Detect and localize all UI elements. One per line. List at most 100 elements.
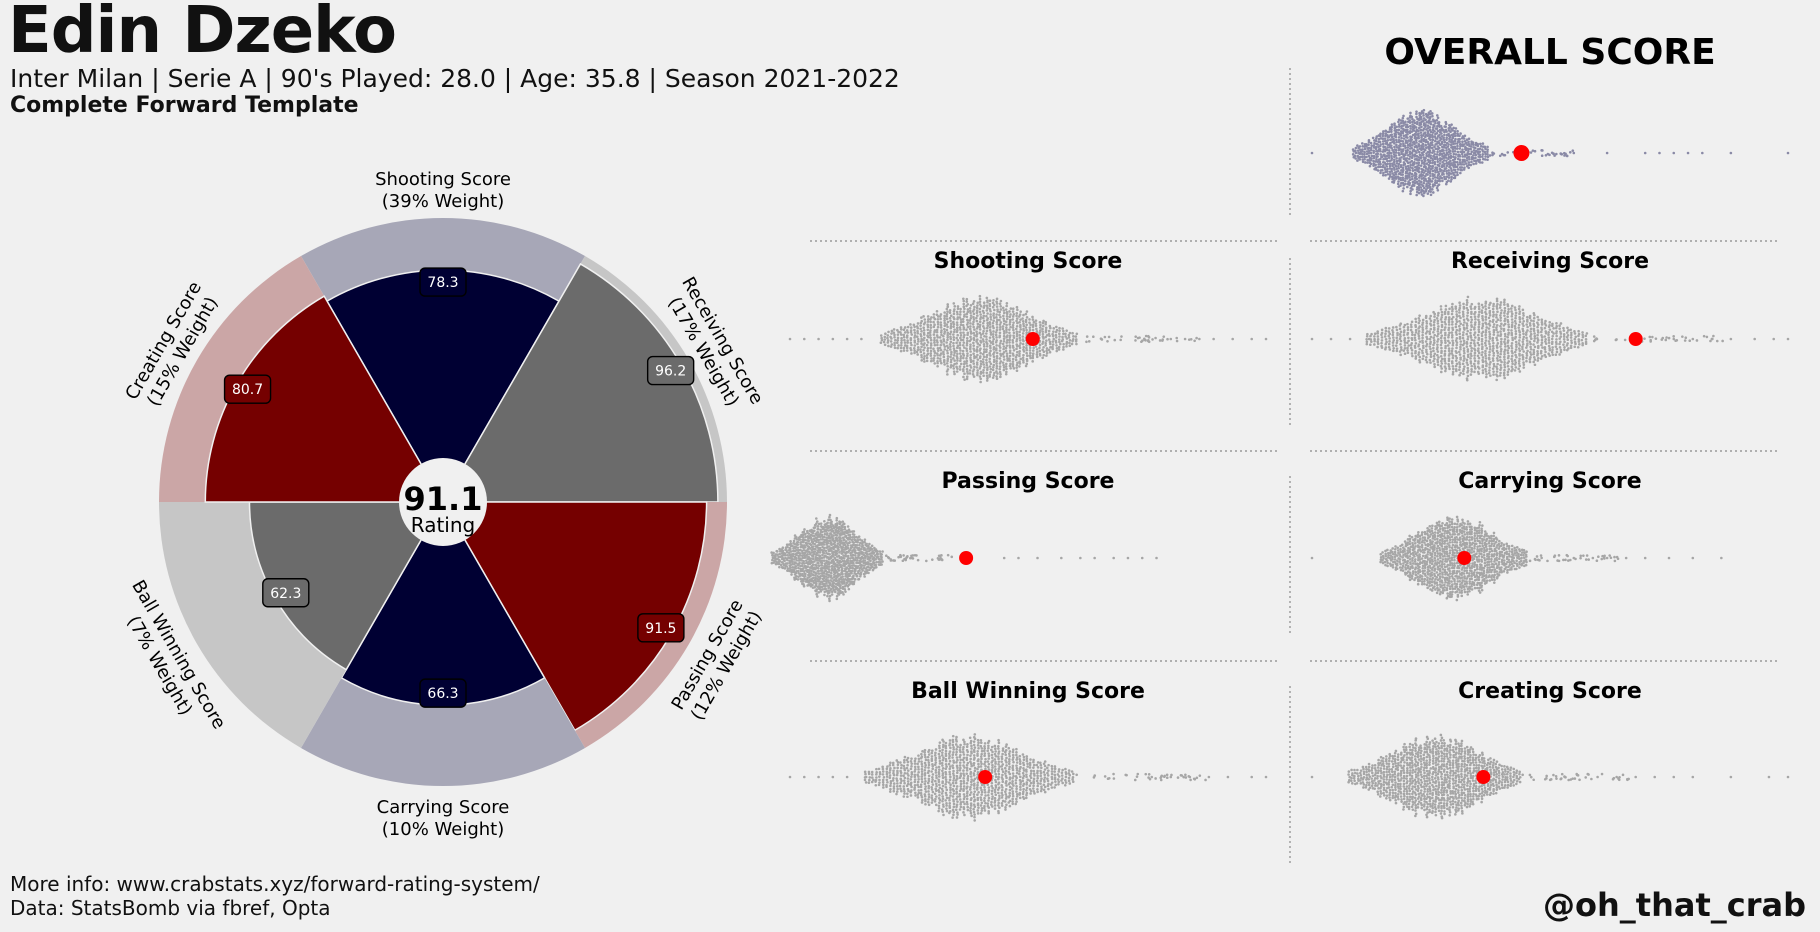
swarm-point <box>802 544 806 547</box>
swarm-point <box>948 308 952 312</box>
swarm-point <box>1402 333 1406 337</box>
swarm-point <box>1398 553 1402 556</box>
swarm-point <box>1416 554 1419 557</box>
swarm-point <box>825 536 828 539</box>
swarm-point <box>979 341 983 344</box>
swarm-point <box>855 574 859 578</box>
swarm-point <box>1429 551 1432 555</box>
swarm-point <box>1428 358 1432 362</box>
swarm-point <box>930 357 933 360</box>
swarm-point <box>946 349 949 352</box>
swarm-point <box>808 547 812 550</box>
swarm-point <box>807 550 811 554</box>
swarm-point <box>1574 342 1577 346</box>
swarm-point <box>1424 543 1427 547</box>
swarm-point <box>868 556 872 560</box>
swarm-point <box>1595 337 1598 340</box>
swarm-point <box>794 556 798 560</box>
swarm-point <box>1478 161 1482 164</box>
swarm-point <box>946 373 949 376</box>
swarm-point <box>1499 301 1503 304</box>
swarm-point <box>1407 344 1411 347</box>
swarm-outlier-point <box>1036 556 1039 560</box>
swarm-title-overall-score: OVERALL SCORE <box>1384 32 1715 73</box>
swarm-point <box>1380 339 1384 342</box>
swarm-point <box>836 558 839 562</box>
swarm-point <box>1503 317 1507 320</box>
swarm-point <box>1424 140 1428 144</box>
swarm-point <box>1416 148 1419 152</box>
swarm-point <box>1414 126 1418 129</box>
swarm-point <box>995 377 999 381</box>
swarm-point <box>1422 119 1425 123</box>
swarm-point <box>1367 146 1371 150</box>
swarm-point <box>1487 340 1491 343</box>
swarm-point <box>1470 325 1473 329</box>
swarm-point <box>1458 155 1462 158</box>
swarm-point <box>979 313 982 316</box>
swarm-point <box>1667 336 1671 340</box>
swarm-point <box>868 542 871 546</box>
swarm-point <box>995 326 999 329</box>
swarm-point <box>1455 328 1459 332</box>
swarm-point <box>1484 336 1488 339</box>
swarm-point <box>1002 358 1006 361</box>
swarm-point <box>1439 308 1443 311</box>
swarm-point <box>1565 344 1569 347</box>
swarm-point <box>1432 359 1435 363</box>
swarm-point <box>1106 339 1109 343</box>
swarm-point <box>1434 139 1437 143</box>
swarm-point <box>854 545 857 549</box>
swarm-point <box>1401 124 1405 127</box>
swarm-point <box>1454 322 1458 326</box>
swarm-point <box>1555 350 1559 354</box>
swarm-point <box>1406 125 1410 129</box>
swarm-point <box>867 565 870 569</box>
swarm-point <box>916 322 920 325</box>
swarm-point <box>811 563 815 566</box>
swarm-point <box>963 372 966 376</box>
swarm-point <box>1041 332 1045 336</box>
swarm-point <box>870 563 874 566</box>
swarm-point <box>1366 161 1369 164</box>
swarm-point <box>913 336 916 339</box>
swarm-point <box>1495 356 1499 360</box>
swarm-point <box>1492 304 1495 308</box>
swarm-point <box>1474 156 1477 160</box>
swarm-point <box>986 324 990 328</box>
swarm-point <box>803 574 807 578</box>
swarm-point <box>843 564 846 568</box>
swarm-point <box>1518 320 1522 324</box>
swarm-point <box>1440 176 1444 180</box>
swarm-point <box>794 571 798 575</box>
swarm-point <box>989 349 992 353</box>
swarm-point <box>962 310 966 313</box>
swarm-point <box>1445 159 1448 162</box>
swarm-point <box>1047 348 1051 352</box>
swarm-point <box>1409 328 1413 332</box>
swarm-point <box>869 559 872 563</box>
swarm-point <box>1385 165 1389 168</box>
swarm-point <box>1529 332 1533 336</box>
swarm-point <box>978 367 982 370</box>
swarm-point <box>975 350 979 353</box>
swarm-point <box>910 343 913 347</box>
swarm-point <box>972 312 976 316</box>
swarm-point <box>1489 374 1492 377</box>
swarm-point <box>1428 332 1432 336</box>
swarm-point <box>1407 339 1410 343</box>
swarm-point <box>1465 332 1469 336</box>
swarm-point <box>909 330 913 334</box>
swarm-point <box>1486 150 1489 153</box>
swarm-point <box>1048 334 1051 338</box>
swarm-outlier-point <box>788 556 792 560</box>
swarm-point <box>839 537 842 540</box>
swarm-point <box>1525 323 1528 326</box>
swarm-point <box>873 554 877 557</box>
swarm-point <box>1384 552 1387 556</box>
swarm-point <box>972 331 976 335</box>
swarm-point <box>1506 320 1510 324</box>
swarm-point <box>975 340 978 343</box>
swarm-point <box>929 326 933 329</box>
swarm-point <box>1450 360 1454 363</box>
